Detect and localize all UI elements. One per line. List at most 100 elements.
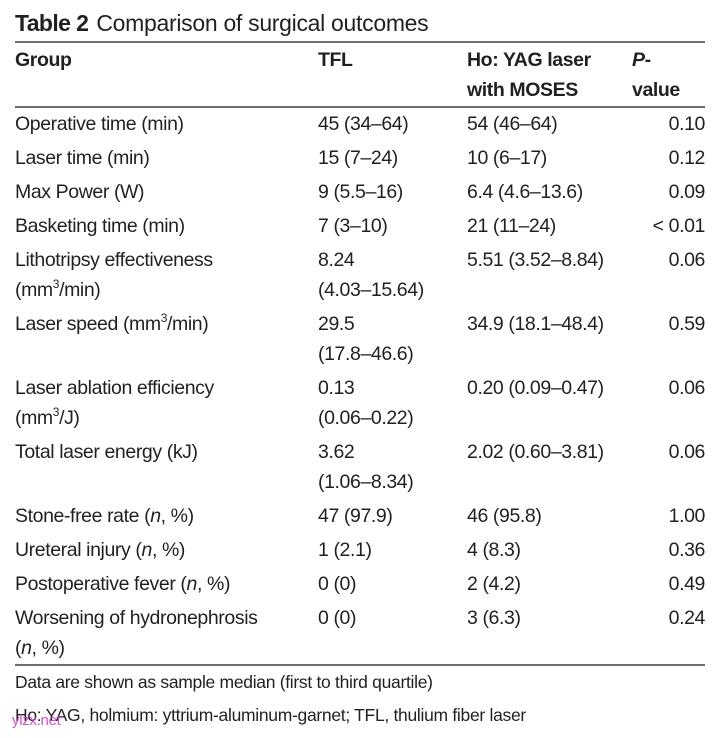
row-label: Laser speed (mm3/min) — [15, 308, 318, 372]
tfl-value: 0.13 (0.06–0.22) — [318, 372, 467, 436]
footnote-abbreviations: Ho: YAG, holmium: yttrium-aluminum-garne… — [15, 705, 526, 725]
tfl-value: 0 (0) — [318, 607, 357, 629]
table-number: Table 2 — [15, 10, 89, 36]
tfl-value: 15 (7–24) — [318, 147, 398, 169]
p-value: 0.06 — [668, 249, 706, 271]
label-n: n — [150, 505, 161, 527]
column-header-hoyag: Ho: YAG laser with MOSES — [467, 45, 591, 105]
label-post: , %) — [151, 539, 186, 561]
row-label: Stone-free rate (n, %) — [15, 500, 318, 534]
tfl-value: 8.24 (4.03–15.64) — [318, 244, 467, 308]
row-label-line2: (mm3/min) — [15, 275, 318, 305]
label-post: , %) — [160, 505, 194, 527]
p-value: 0.06 — [668, 441, 706, 463]
unit-post: /min) — [59, 279, 101, 301]
row-label: Max Power (W) — [15, 181, 145, 203]
hoyag-value: 0.20 (0.09–0.47) — [467, 377, 604, 399]
table-row-total-laser-energy: Total laser energy (kJ) 3.62 (1.06–8.34)… — [15, 436, 705, 500]
unit-sup: 3 — [52, 405, 60, 419]
tfl-value: 29.5 (17.8–46.6) — [318, 308, 467, 372]
column-header-pvalue-line1: P- — [632, 45, 680, 75]
p-value: 0.06 — [668, 377, 706, 399]
hoyag-value: 2 (4.2) — [467, 573, 521, 595]
label-n: n — [21, 637, 32, 659]
row-label: Lithotripsy effectiveness (mm3/min) — [15, 244, 318, 308]
tfl-iqr: (1.06–8.34) — [318, 471, 414, 493]
row-label: Worsening of hydronephrosis (n, %) — [15, 602, 318, 666]
label-pre: Stone-free rate ( — [15, 505, 151, 527]
label-post: /min) — [167, 313, 209, 335]
outcomes-table: Operative time (min) 45 (34–64) 54 (46–6… — [15, 108, 705, 666]
tfl-iqr: (4.03–15.64) — [318, 279, 424, 301]
tfl-median: 8.24 — [318, 249, 355, 271]
header-rule — [15, 106, 705, 108]
row-label: Laser ablation efficiency (mm3/J) — [15, 372, 318, 436]
hoyag-value: 46 (95.8) — [467, 505, 542, 527]
column-header-pvalue-line2: value — [632, 79, 680, 101]
hoyag-value: 6.4 (4.6–13.6) — [467, 181, 583, 203]
row-label: Postoperative fever (n, %) — [15, 568, 318, 602]
column-header-hoyag-line1: Ho: YAG laser — [467, 49, 591, 71]
table-row-stone-free-rate: Stone-free rate (n, %) 47 (97.9) 46 (95.… — [15, 500, 705, 534]
tfl-median: 3.62 — [318, 441, 355, 463]
label-n: n — [141, 539, 152, 561]
row-label-line2: (mm3/J) — [15, 403, 318, 433]
hoyag-value: 4 (8.3) — [467, 539, 521, 561]
row-label: Basketing time (min) — [15, 215, 185, 237]
p-value: 0.59 — [668, 313, 706, 335]
table-row-operative-time: Operative time (min) 45 (34–64) 54 (46–6… — [15, 108, 705, 142]
p-value: 0.49 — [668, 573, 706, 595]
row-label: Laser time (min) — [15, 147, 150, 169]
table-row-laser-ablation-efficiency: Laser ablation efficiency (mm3/J) 0.13 (… — [15, 372, 705, 436]
row-label-line1: Lithotripsy effectiveness — [15, 249, 213, 271]
column-header-tfl: TFL — [318, 49, 353, 71]
p-value: 0.12 — [668, 147, 706, 169]
bottom-rule — [15, 664, 705, 666]
p-value: 0.10 — [668, 113, 706, 135]
hoyag-value: 10 (6–17) — [467, 147, 547, 169]
label-pre: ( — [15, 637, 22, 659]
top-rule — [15, 41, 705, 43]
footnote-data-format: Data are shown as sample median (first t… — [15, 672, 433, 692]
unit-sup: 3 — [52, 277, 60, 291]
tfl-value: 3.62 (1.06–8.34) — [318, 436, 467, 500]
label-post: , %) — [31, 637, 65, 659]
tfl-value: 47 (97.9) — [318, 505, 393, 527]
row-label: Total laser energy (kJ) — [15, 441, 198, 463]
hoyag-value: 3 (6.3) — [467, 607, 521, 629]
label-pre: Ureteral injury ( — [15, 539, 142, 561]
label-pre: Postoperative fever ( — [15, 573, 187, 595]
table-row-laser-speed: Laser speed (mm3/min) 29.5 (17.8–46.6) 3… — [15, 308, 705, 372]
tfl-value: 7 (3–10) — [318, 215, 388, 237]
hoyag-value: 2.02 (0.60–3.81) — [467, 441, 604, 463]
table-row-laser-time: Laser time (min) 15 (7–24) 10 (6–17) 0.1… — [15, 142, 705, 176]
watermark: ylzx.net — [12, 712, 61, 729]
p-value: < 0.01 — [652, 215, 706, 237]
column-header-group: Group — [15, 49, 72, 71]
label-n: n — [186, 573, 198, 595]
unit-pre: (mm — [15, 279, 53, 301]
hoyag-value: 21 (11–24) — [467, 215, 556, 237]
p-value: 0.09 — [668, 181, 706, 203]
table-title: Comparison of surgical outcomes — [96, 10, 429, 36]
tfl-median: 29.5 — [318, 313, 355, 335]
tfl-value: 0 (0) — [318, 573, 357, 595]
table-row-basketing-time: Basketing time (min) 7 (3–10) 21 (11–24)… — [15, 210, 705, 244]
hoyag-value: 54 (46–64) — [467, 113, 558, 135]
tfl-value: 1 (2.1) — [318, 539, 372, 561]
row-label-line1: Worsening of hydronephrosis — [15, 607, 258, 629]
row-label: Ureteral injury (n, %) — [15, 534, 318, 568]
row-label: Operative time (min) — [15, 113, 184, 135]
table-row-max-power: Max Power (W) 9 (5.5–16) 6.4 (4.6–13.6) … — [15, 176, 705, 210]
hoyag-value: 34.9 (18.1–48.4) — [467, 313, 604, 335]
p-value: 0.36 — [668, 539, 706, 561]
table-caption: Table 2 Comparison of surgical outcomes — [15, 8, 429, 38]
p-italic: P — [632, 49, 645, 71]
unit-pre: (mm — [15, 407, 53, 429]
table-row-lithotripsy-effectiveness: Lithotripsy effectiveness (mm3/min) 8.24… — [15, 244, 705, 308]
tfl-value: 45 (34–64) — [318, 113, 409, 135]
p-dash: - — [644, 49, 652, 71]
column-header-hoyag-line2: with MOSES — [467, 79, 578, 101]
p-value: 1.00 — [668, 505, 706, 527]
tfl-value: 9 (5.5–16) — [318, 181, 403, 203]
